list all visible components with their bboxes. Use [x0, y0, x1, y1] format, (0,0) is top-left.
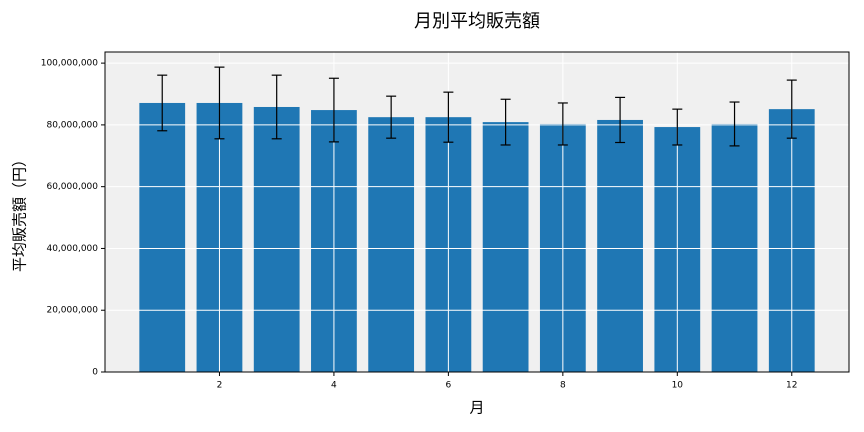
- error-bar: [214, 66, 225, 140]
- error-bar: [729, 101, 740, 147]
- x-tick-label: 4: [331, 381, 337, 391]
- bar: [597, 119, 643, 372]
- error-bar: [386, 95, 397, 139]
- chart-title: 月別平均販売額: [414, 11, 540, 32]
- bar: [253, 106, 300, 372]
- error-bar: [615, 96, 626, 144]
- error-bar: [271, 74, 282, 140]
- y-tick-label: 100,000,000: [41, 59, 99, 69]
- y-tick-label: 40,000,000: [46, 244, 98, 254]
- y-tick-label: 20,000,000: [46, 306, 98, 316]
- x-tick-label: 6: [446, 381, 452, 391]
- bar: [482, 122, 529, 372]
- x-tick-label: 8: [560, 381, 566, 391]
- plot-frame: [104, 51, 850, 373]
- error-bar: [672, 108, 683, 146]
- y-axis-label: 平均販売額（円）: [11, 152, 29, 272]
- error-bar: [157, 74, 168, 132]
- bar: [139, 102, 186, 373]
- x-tick-label: 10: [672, 381, 684, 391]
- error-bar: [786, 79, 797, 139]
- y-tick-label: 0: [92, 368, 98, 378]
- error-bar: [500, 98, 511, 146]
- x-tick-label: 2: [217, 381, 223, 391]
- x-tick-label: 12: [786, 381, 797, 391]
- y-tick-label: 60,000,000: [46, 182, 98, 192]
- bar: [368, 117, 415, 373]
- error-bar: [557, 102, 568, 146]
- error-bar: [443, 91, 454, 143]
- y-tick-label: 80,000,000: [46, 120, 98, 130]
- x-axis-label: 月: [469, 399, 484, 417]
- error-bar: [328, 77, 339, 143]
